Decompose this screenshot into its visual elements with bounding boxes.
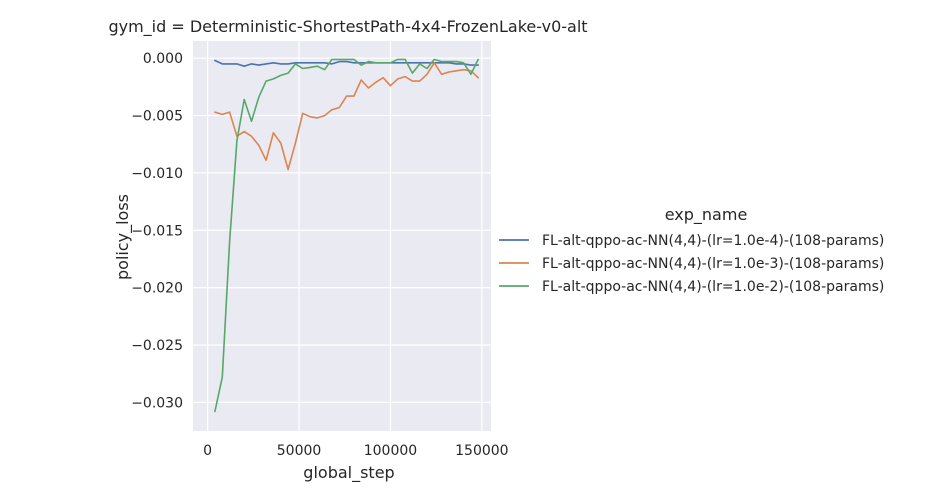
y-tick-label: −0.025 (131, 338, 183, 354)
x-tick-label: 100000 (364, 443, 417, 459)
chart-title: gym_id = Deterministic-ShortestPath-4x4-… (108, 17, 587, 37)
series-line-3 (214, 58, 480, 413)
y-tick-label: −0.005 (131, 109, 183, 125)
legend-label-3: FL-alt-qppo-ac-NN(4,4)-(lr=1.0e-2)-(108-… (542, 279, 884, 295)
series-line-2 (214, 61, 480, 171)
y-tick-label: −0.015 (131, 223, 183, 239)
x-axis-label: global_step (303, 463, 394, 483)
x-tick-label: 0 (203, 443, 212, 459)
y-tick-label: −0.020 (131, 281, 183, 297)
series-layer (214, 58, 480, 413)
y-tick-label: −0.010 (131, 166, 183, 182)
y-tick-label: −0.030 (131, 395, 183, 411)
plot-area (193, 41, 491, 431)
x-tick-label: 150000 (455, 443, 508, 459)
y-axis-label: policy_loss (113, 194, 133, 280)
grid (193, 41, 491, 431)
legend: exp_name FL-alt-qppo-ac-NN(4,4)-(lr=1.0e… (499, 205, 884, 295)
legend-label-2: FL-alt-qppo-ac-NN(4,4)-(lr=1.0e-3)-(108-… (542, 256, 884, 272)
y-tick-label: 0.000 (143, 51, 183, 67)
x-axis-ticks: 0 50000 100000 150000 (203, 443, 508, 459)
legend-title: exp_name (665, 205, 748, 225)
y-axis-ticks: 0.000 −0.005 −0.010 −0.015 −0.020 −0.025 −0.03… (131, 51, 183, 411)
x-tick-label: 50000 (277, 443, 322, 459)
legend-label-1: FL-alt-qppo-ac-NN(4,4)-(lr=1.0e-4)-(108-… (542, 233, 884, 249)
